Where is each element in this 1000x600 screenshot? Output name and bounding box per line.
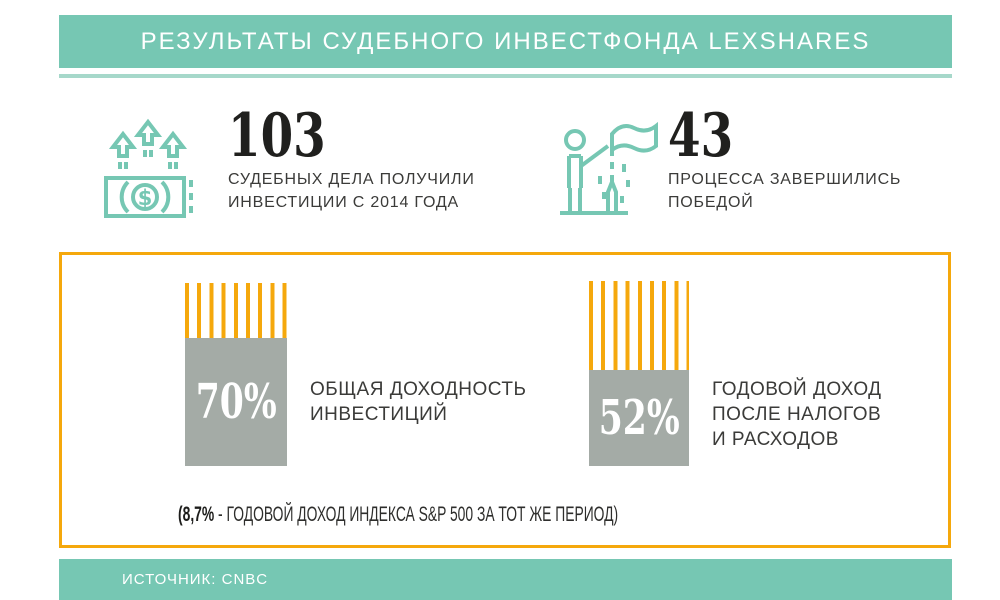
benchmark-value: (8,7% xyxy=(178,503,215,526)
bar-value-label: 70% xyxy=(195,373,277,430)
stat-cases-value: 103 xyxy=(228,101,326,171)
source-text: ИСТОЧНИК: CNBC xyxy=(122,571,269,588)
header-bar: РЕЗУЛЬТАТЫ СУДЕБНОГО ИНВЕСТФОНДА LEXSHAR… xyxy=(59,15,952,68)
stat-wins-value: 43 xyxy=(668,101,734,171)
bar-solid-value: 70% xyxy=(185,337,287,466)
stat-wins-label: ПРОЦЕССА ЗАВЕРШИЛИСЬ ПОБЕДОЙ xyxy=(668,171,902,211)
bar-total-return: 70% xyxy=(185,283,287,466)
money-growth-icon: $ xyxy=(104,118,193,218)
bar-stripes-remainder xyxy=(185,283,287,338)
bar-stripes-remainder xyxy=(589,281,689,370)
page-title: РЕЗУЛЬТАТЫ СУДЕБНОГО ИНВЕСТФОНДА LEXSHAR… xyxy=(140,27,871,55)
bar-annual-return-label: ГОДОВОЙ ДОХОД ПОСЛЕ НАЛОГОВ И РАСХОДОВ xyxy=(712,379,882,450)
benchmark-text: - ГОДОВОЙ ДОХОД ИНДЕКСА S&P 500 ЗА ТОТ Ж… xyxy=(214,503,619,526)
header-underline xyxy=(59,74,952,78)
svg-text:$: $ xyxy=(138,186,153,210)
bar-value-label: 52% xyxy=(598,389,680,446)
bar-total-return-label: ОБЩАЯ ДОХОДНОСТЬ ИНВЕСТИЦИЙ xyxy=(310,379,527,425)
stat-cases-label: СУДЕБНЫХ ДЕЛА ПОЛУЧИЛИ ИНВЕСТИЦИИ С 2014… xyxy=(228,171,475,211)
source-bar: ИСТОЧНИК: CNBC xyxy=(59,559,952,600)
bar-solid-value: 52% xyxy=(589,369,689,466)
benchmark-note: (8,7% - ГОДОВОЙ ДОХОД ИНДЕКСА S&P 500 ЗА… xyxy=(178,503,618,527)
victory-flag-icon xyxy=(560,121,658,215)
bar-annual-return: 52% xyxy=(589,281,689,466)
